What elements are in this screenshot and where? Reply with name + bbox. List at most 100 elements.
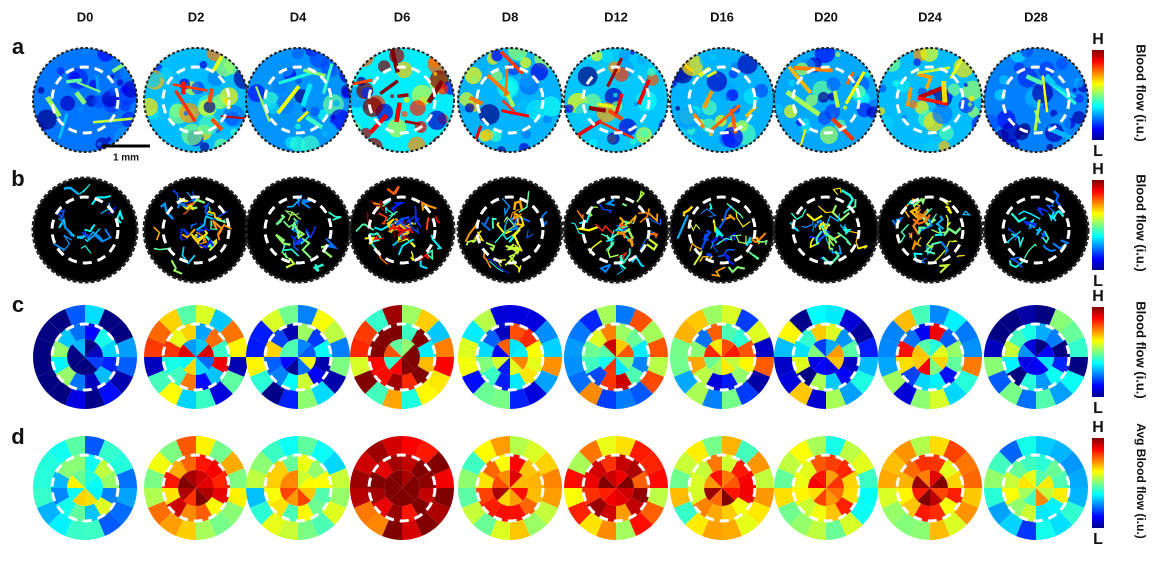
polar-segment (1006, 366, 1027, 387)
polar-segment (789, 308, 813, 333)
vessel-trace (706, 252, 713, 258)
polar-segment (473, 308, 497, 333)
polar-segment (109, 370, 134, 394)
polar-segment (458, 488, 479, 508)
polar-segment (65, 519, 85, 540)
polar-segment (85, 305, 105, 326)
polar-segment (629, 308, 653, 333)
polar-segment (372, 497, 393, 518)
polar-segment (640, 370, 665, 394)
polar-segment (461, 370, 486, 394)
polar-segment (1006, 497, 1027, 518)
vessel (606, 57, 624, 88)
vessel-trace (53, 242, 66, 251)
polar-segment (910, 519, 930, 540)
polar-segment (826, 357, 844, 370)
vessel (254, 85, 271, 123)
flow-blob (968, 95, 975, 102)
vessel-trace (689, 242, 702, 252)
polar-segment (402, 475, 420, 488)
vessel-trace (616, 230, 627, 239)
vessel-trace (290, 234, 299, 244)
vessel-trace (198, 238, 215, 250)
vessel-trace (912, 197, 926, 208)
polar-segment (384, 357, 402, 370)
polar-segment (261, 381, 285, 406)
polar-segment (220, 370, 245, 394)
vessel-trace (1035, 226, 1043, 236)
flow-blob (446, 130, 451, 136)
roi-dashed (263, 453, 333, 523)
vessel (76, 81, 101, 93)
vessel-trace (757, 239, 768, 245)
polar-segment (631, 340, 650, 357)
polar-segment (311, 439, 335, 464)
flow-blob (864, 71, 871, 78)
polar-segment (999, 381, 1023, 406)
polar-segment (722, 305, 742, 326)
polar-segment (261, 439, 285, 464)
polar-segment (382, 436, 402, 457)
polar-segment (984, 488, 1005, 508)
polar-segment (737, 340, 756, 357)
flow-blob (516, 53, 524, 62)
polar-segment (567, 501, 592, 525)
polar-segment (709, 357, 722, 375)
polar-segment (159, 308, 183, 333)
flow-blob (577, 66, 598, 87)
vessel-trace (281, 244, 300, 257)
polar-segment (839, 512, 863, 537)
polar-segment (567, 451, 592, 475)
polar-segment (1051, 357, 1070, 374)
vessel-trace (1005, 230, 1022, 244)
polar-segment (166, 497, 187, 518)
polar-segment (85, 436, 105, 457)
flow-blob (120, 100, 131, 112)
polar-segment (94, 366, 115, 387)
vessel-trace (434, 215, 441, 224)
flow-blob (222, 105, 245, 127)
polar-segment (523, 439, 547, 464)
polar-segment (55, 497, 76, 518)
flow-blob (819, 125, 839, 145)
polar-segment (280, 357, 298, 370)
polar-segment (731, 366, 752, 387)
flow-blob (774, 136, 785, 152)
vessel (1040, 75, 1077, 99)
polar-segment (912, 357, 930, 370)
vessel (174, 89, 197, 123)
polar-segment (196, 488, 209, 506)
polar-segment (159, 512, 183, 537)
polar-segment (178, 488, 196, 501)
polar-segment (939, 458, 960, 479)
polar-segment (777, 370, 802, 394)
vessel-trace (693, 250, 703, 266)
polar-segment (298, 357, 311, 375)
vessel-trace (312, 263, 324, 273)
flow-blob (920, 48, 939, 62)
flow-blob (706, 71, 728, 92)
image-border (563, 47, 669, 153)
vessel (1033, 109, 1041, 124)
polar-segment (735, 308, 759, 333)
polar-segment (100, 340, 119, 357)
polar-segment (329, 357, 350, 377)
vessel-trace (372, 234, 384, 242)
polar-segment (98, 308, 122, 333)
polar-segment (510, 475, 528, 488)
column-label: D0 (77, 9, 94, 24)
vessel-trace (924, 240, 942, 255)
roi-dashed (581, 65, 651, 135)
colorbar-high: H (1092, 419, 1104, 436)
flow-blob (673, 136, 681, 145)
perfusion-image (246, 48, 350, 152)
roi-dashed (161, 322, 231, 392)
flow-blob (1056, 57, 1069, 70)
vessel-trace (900, 223, 909, 243)
polar-segment (51, 340, 70, 357)
flow-blob (564, 48, 582, 65)
polar-segment (850, 370, 875, 394)
vessel-trace (821, 250, 840, 266)
vessel (296, 110, 309, 123)
flow-blob (1073, 77, 1084, 88)
